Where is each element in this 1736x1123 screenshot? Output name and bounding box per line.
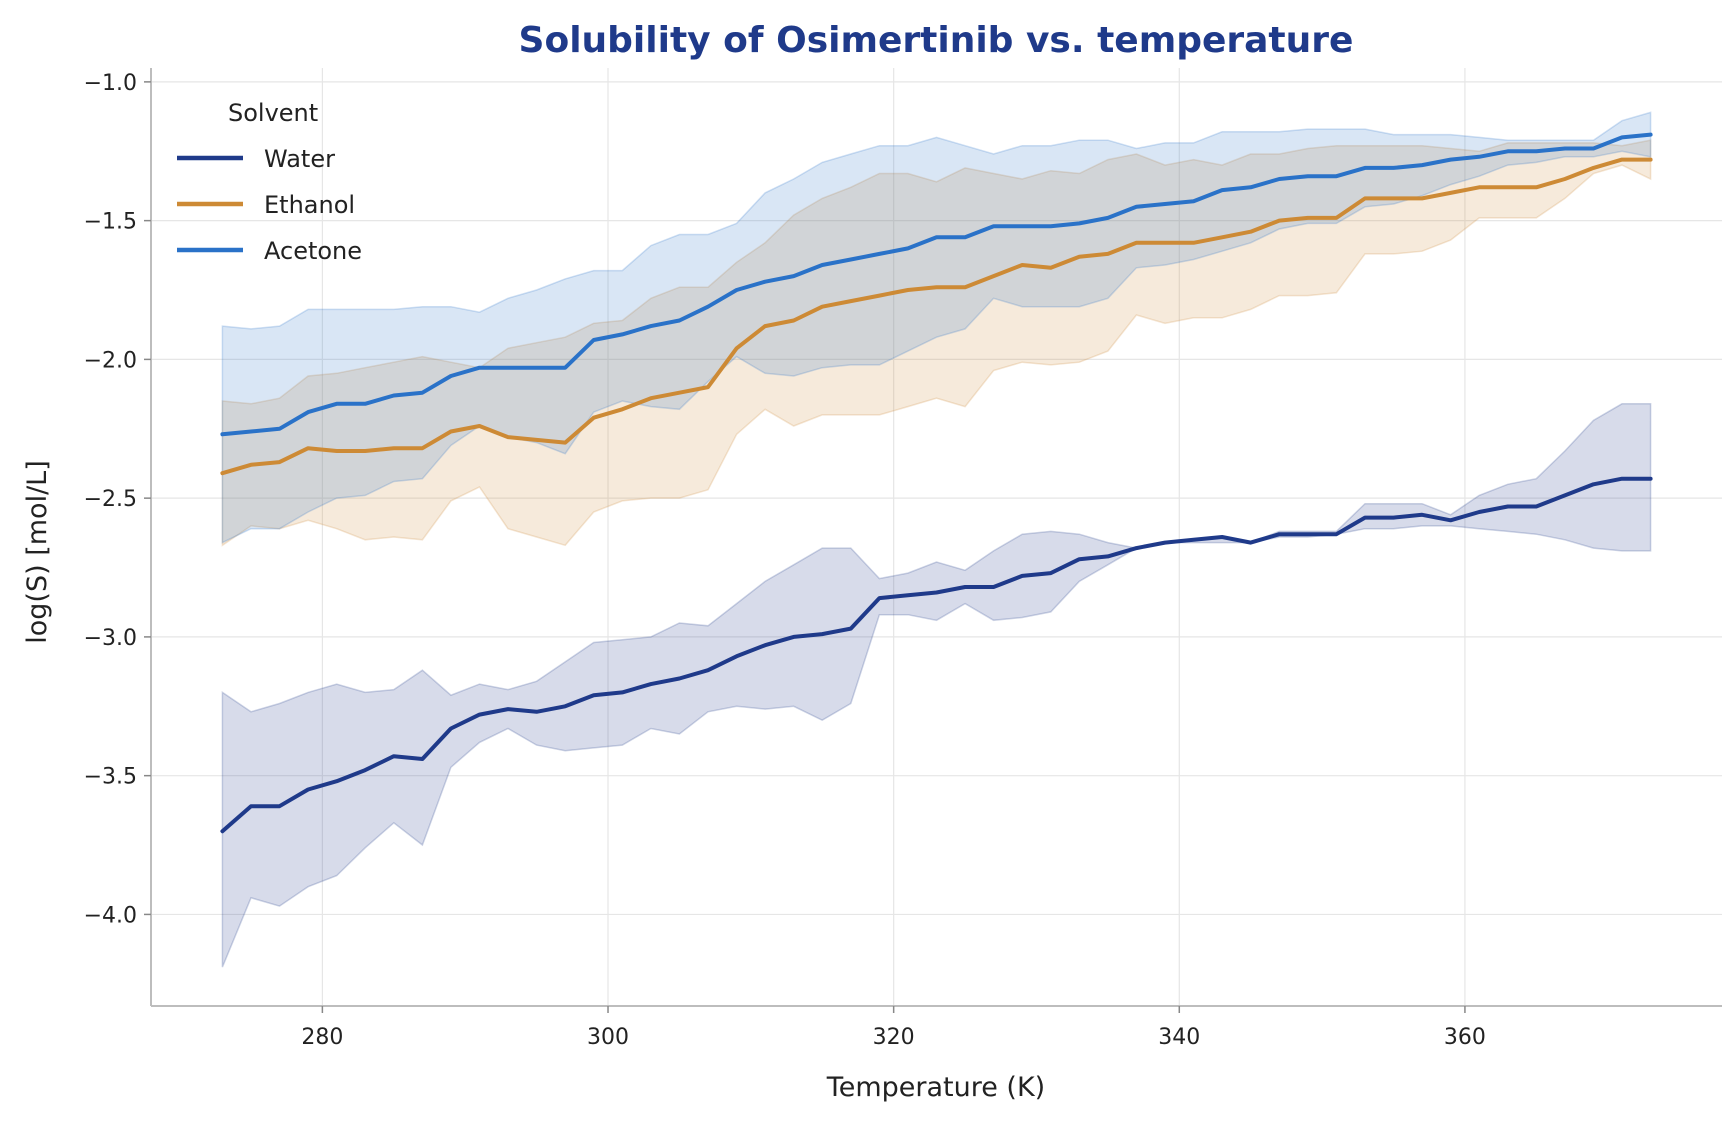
legend-title: Solvent	[228, 99, 318, 127]
x-tick-label: 360	[1444, 1025, 1486, 1050]
ethanol-line	[220, 157, 1653, 476]
water-band	[221, 403, 1652, 968]
x-tick-label: 300	[587, 1025, 629, 1050]
y-tick-label: −4.0	[84, 903, 137, 928]
y-tick-label: −2.0	[84, 348, 137, 373]
axes: 280 300 320 340 360 −4.0 −3.5 −3.0 −2.5 −2.0 −1.5 −…	[84, 68, 1722, 1050]
acetone-legend-label: Acetone	[264, 237, 362, 265]
x-tick-label: 340	[1158, 1025, 1200, 1050]
y-tick-label: −1.0	[84, 71, 137, 96]
confidence-bands	[221, 111, 1652, 968]
x-tick-label: 280	[301, 1025, 343, 1050]
x-tick-label: 320	[873, 1025, 915, 1050]
y-tick-label: −3.0	[84, 626, 137, 651]
water-legend-label: Water	[264, 145, 335, 173]
water-line	[220, 476, 1653, 834]
legend: Solvent Water Ethanol Acetone	[177, 99, 362, 265]
ethanol-band	[221, 139, 1652, 547]
y-tick-label: −3.5	[84, 765, 137, 790]
acetone-line	[220, 132, 1653, 437]
x-axis-label: Temperature (K)	[826, 1072, 1045, 1103]
grid	[151, 68, 1722, 1006]
y-axis-label: log(S) [mol/L]	[22, 460, 53, 643]
y-tick-label: −2.5	[84, 487, 137, 512]
y-tick-label: −1.5	[84, 210, 137, 235]
ethanol-legend-label: Ethanol	[264, 191, 355, 219]
chart-title: Solubility of Osimertinib vs. temperatur…	[519, 20, 1354, 61]
series-lines	[220, 132, 1653, 834]
